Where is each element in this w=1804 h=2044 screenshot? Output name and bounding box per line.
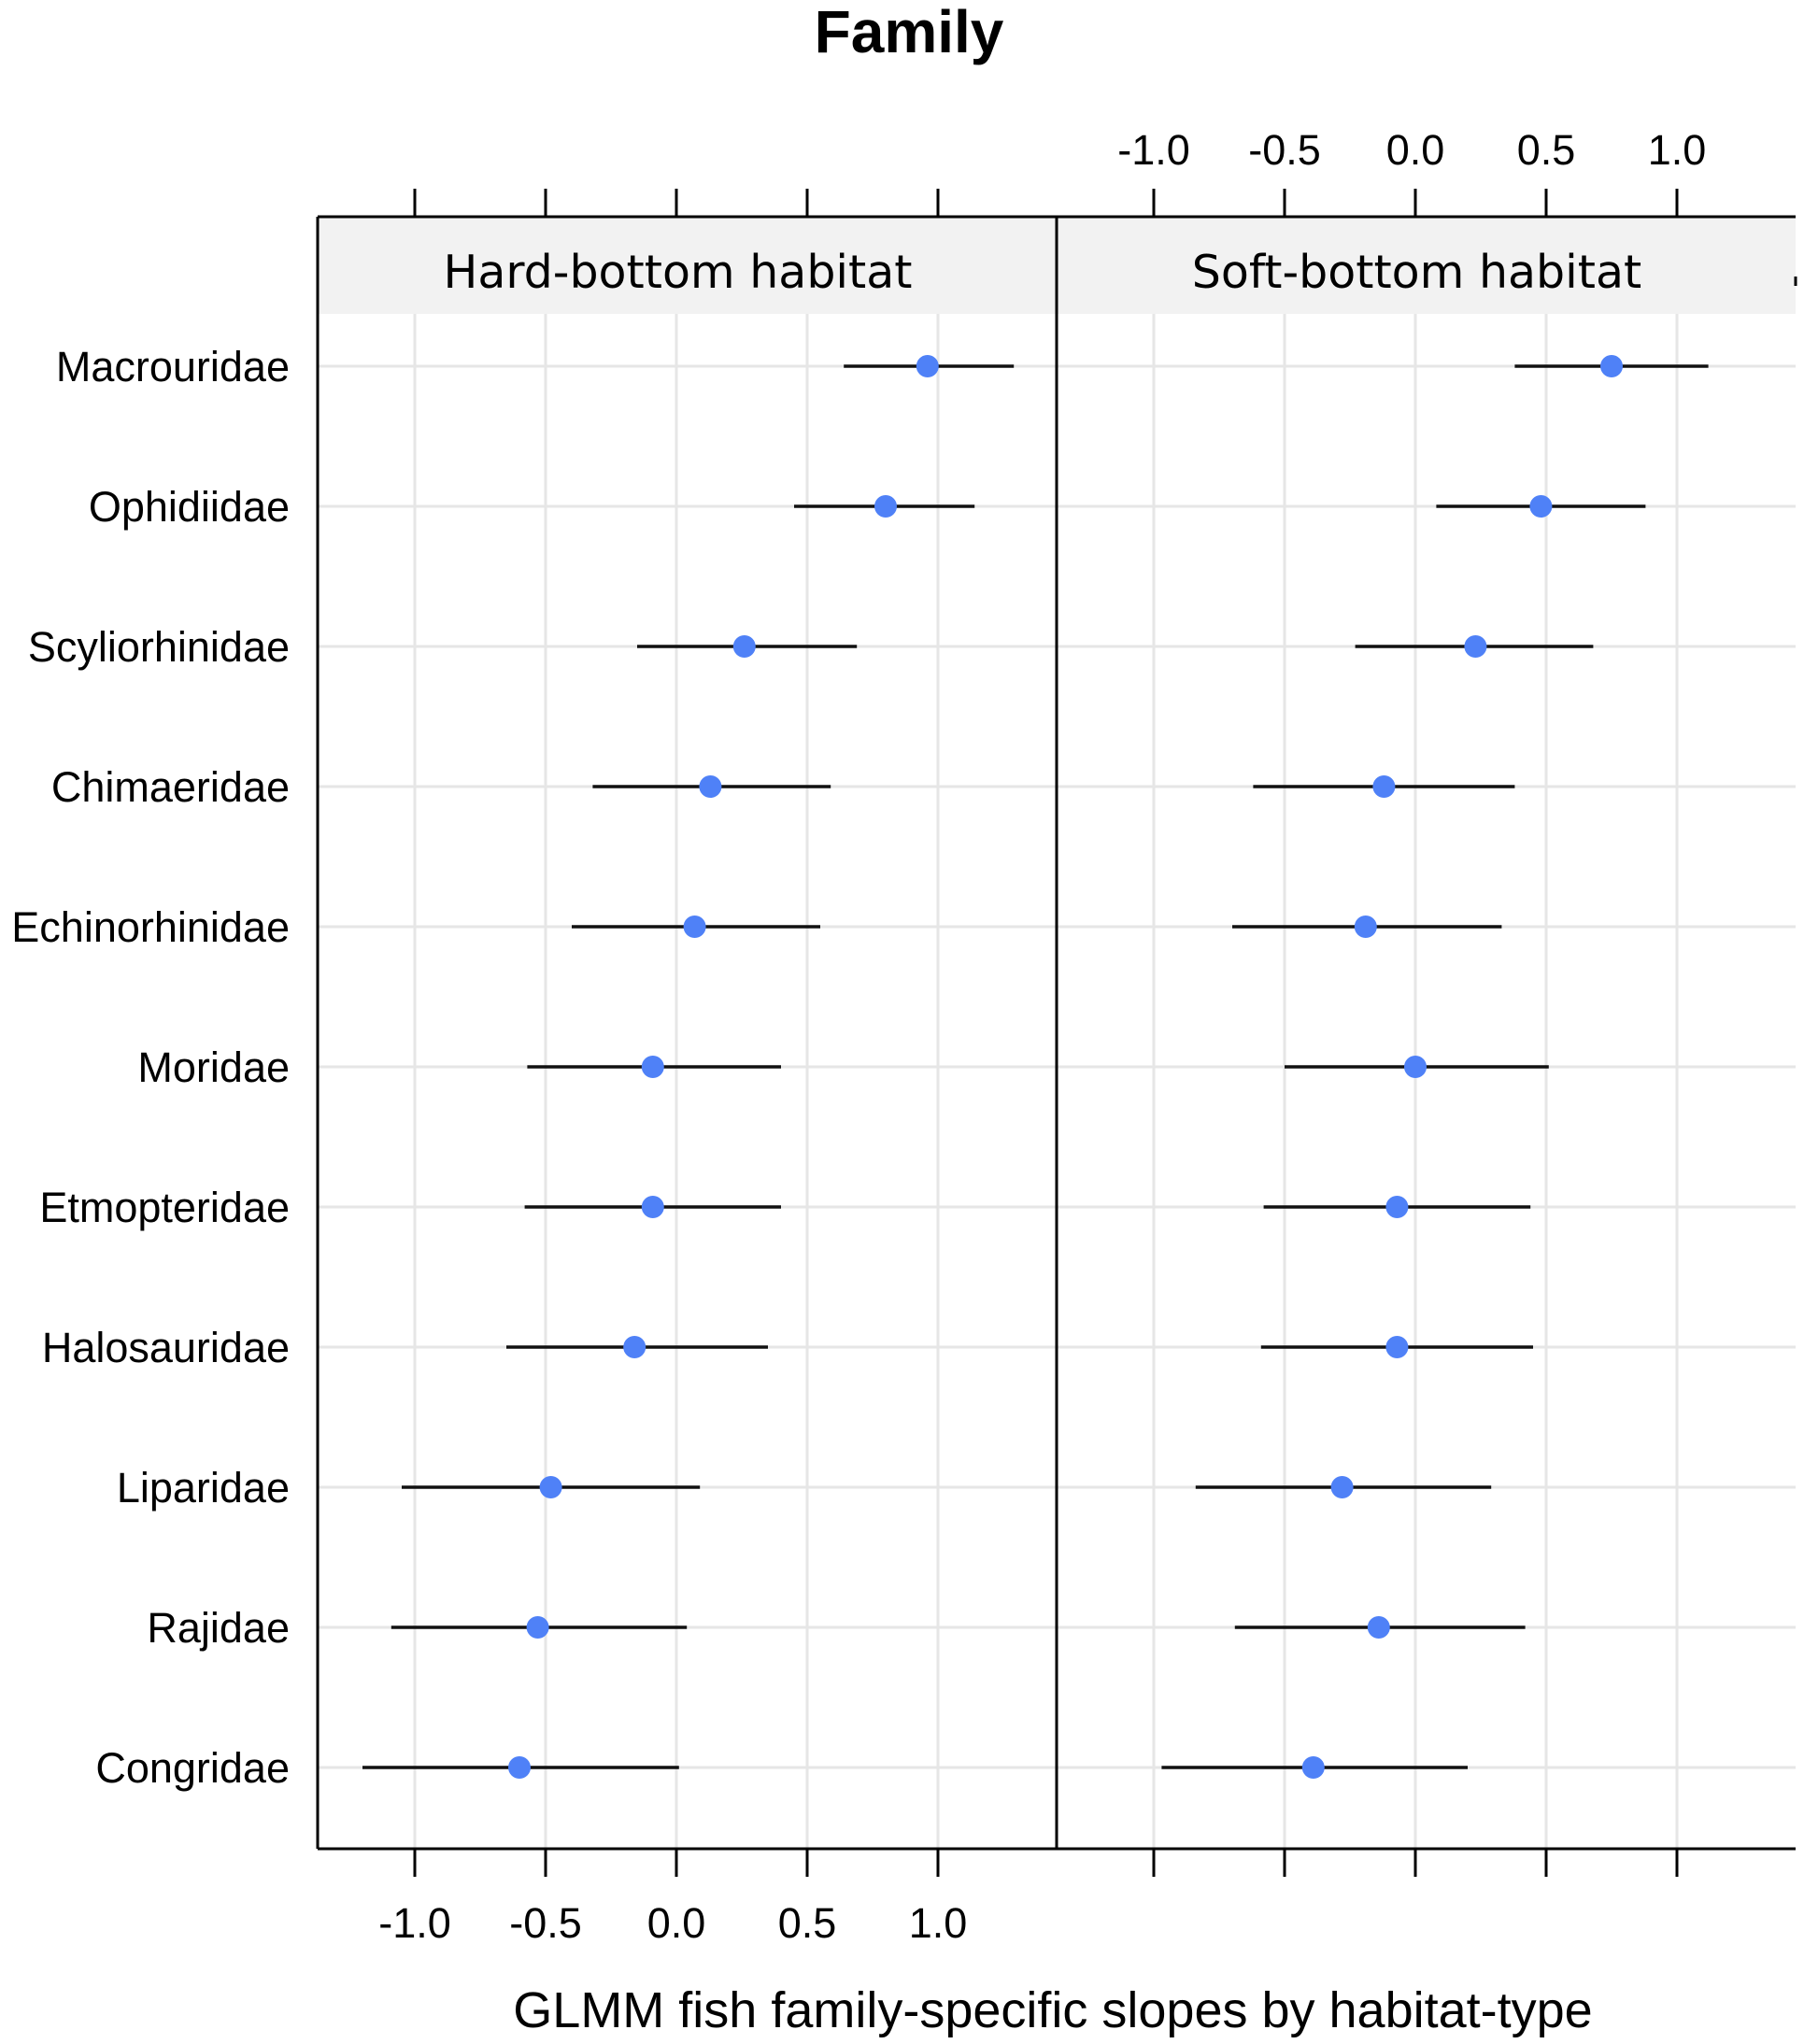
panel-hard-bottom-habitat: Hard-bottom habitat [318, 217, 1057, 1849]
estimate-point [1385, 1336, 1409, 1358]
x-axis-label: GLMM fish family-specific slopes by habi… [513, 1982, 1592, 2038]
estimate-point [526, 1616, 549, 1639]
estimate-point [1464, 635, 1487, 658]
estimate-point [623, 1336, 646, 1358]
estimate-point [1301, 1756, 1325, 1779]
x-tick-label-top: -1.0 [1117, 126, 1190, 174]
category-label: Halosauridae [42, 1324, 290, 1371]
category-label: Rajidae [147, 1604, 290, 1652]
estimate-point [1367, 1616, 1390, 1639]
estimate-point [699, 775, 722, 798]
estimate-point [916, 355, 939, 377]
x-axis-top: -1.0 -0.5 0.0 0.5 1.0 [413, 126, 1707, 217]
x-tick-label-top: 0.0 [1386, 126, 1445, 174]
category-label: Chimaeridae [51, 763, 290, 811]
estimate-point [1354, 916, 1377, 938]
category-label: Scyliorhinidae [28, 623, 290, 671]
strip-background [318, 217, 1057, 314]
category-label: Macrouridae [56, 343, 290, 390]
estimate-point [1529, 495, 1553, 518]
category-label: Ophidiidae [89, 483, 290, 531]
estimate-point [732, 635, 756, 658]
panel-frames [316, 215, 1797, 1851]
x-tick-label-bottom: 0.5 [778, 1899, 837, 1947]
x-axis-bottom: -1.0 -0.5 0.0 0.5 1.0 [378, 1849, 1679, 1947]
y-axis-labels: Macrouridae Ophidiidae Scyliorhinidae Chima… [11, 343, 290, 1792]
x-tick-label-bottom: 1.0 [909, 1899, 968, 1947]
x-tick-label-bottom: -0.5 [509, 1899, 582, 1947]
x-tick-label-top: 0.5 [1517, 126, 1576, 174]
estimate-point [1330, 1476, 1354, 1498]
panel-soft-bottom-habitat: Soft-bottom habitat [1057, 217, 1796, 1849]
category-label: Echinorhinidae [11, 903, 290, 951]
estimate-point [874, 495, 897, 518]
strip-background [1057, 217, 1796, 314]
estimate-point [539, 1476, 562, 1498]
chart-title: Family [815, 0, 1004, 65]
category-label: Congridae [95, 1744, 290, 1792]
category-label: Etmopteridae [39, 1184, 290, 1231]
strip-label: Soft-bottom habitat [1192, 246, 1641, 299]
category-label: Liparidae [117, 1464, 290, 1512]
estimate-point [1385, 1196, 1409, 1218]
estimate-point [1600, 355, 1623, 377]
x-tick-label-top: -0.5 [1248, 126, 1321, 174]
estimate-point [1372, 775, 1396, 798]
estimate-point [641, 1196, 664, 1218]
panels: Hard-bottom habitat Soft-bottom habitat [316, 215, 1797, 1851]
x-tick-label-bottom: -1.0 [378, 1899, 451, 1947]
estimate-point [508, 1756, 531, 1779]
estimate-point [683, 916, 706, 938]
strip-label: Hard-bottom habitat [444, 246, 913, 299]
estimate-point [1404, 1056, 1427, 1078]
category-label: Moridae [137, 1043, 290, 1091]
x-tick-label-top: 1.0 [1648, 126, 1707, 174]
x-tick-label-bottom: 0.0 [647, 1899, 706, 1947]
estimate-point [641, 1056, 664, 1078]
